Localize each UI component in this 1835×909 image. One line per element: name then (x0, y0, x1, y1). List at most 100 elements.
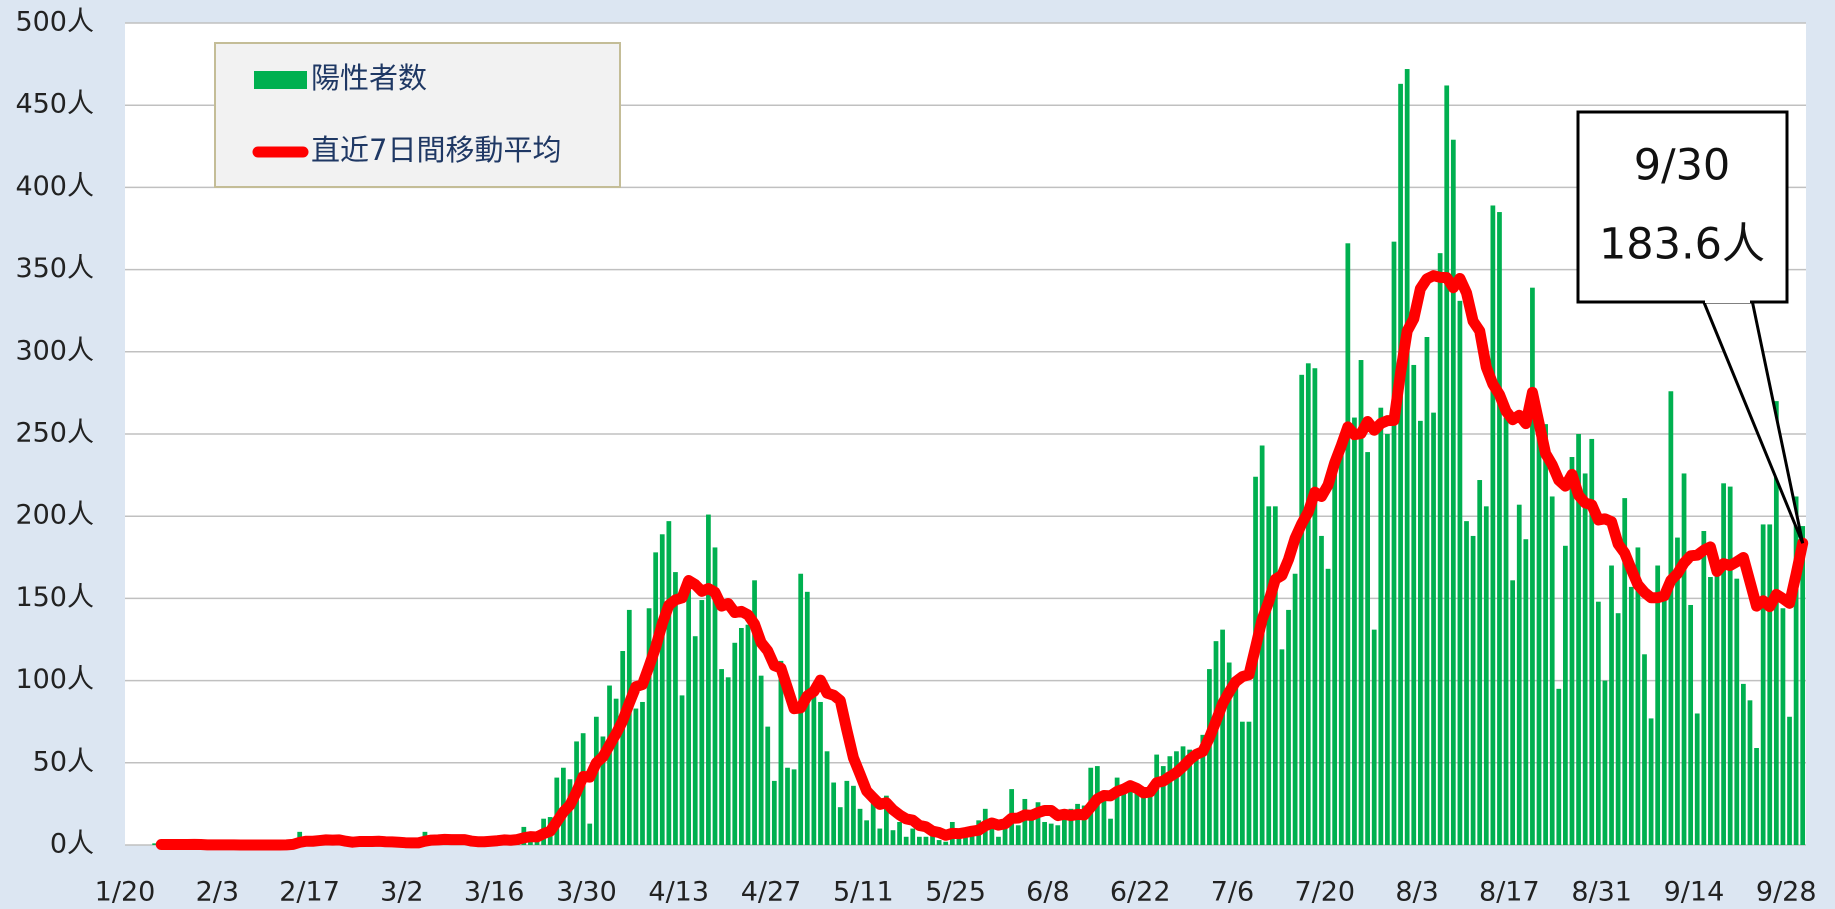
bar (706, 514, 711, 845)
bar (1378, 407, 1384, 845)
x-tick-label: 8/17 (1479, 877, 1540, 908)
callout-value: 183.6人 (1599, 220, 1765, 270)
bar (910, 828, 916, 845)
bar (1510, 580, 1516, 845)
bar (1609, 565, 1614, 845)
bar (1516, 504, 1522, 845)
bar (1549, 496, 1555, 845)
bar (936, 840, 942, 845)
bar (811, 695, 817, 845)
bar (1358, 360, 1364, 845)
bar (1365, 452, 1370, 845)
bar (1180, 746, 1186, 845)
bar (1714, 562, 1720, 845)
bar (593, 716, 599, 845)
x-tick-label: 7/20 (1294, 877, 1355, 908)
bar (1075, 803, 1080, 845)
y-tick-label: 200人 (15, 500, 94, 531)
bar (1391, 241, 1397, 846)
bar (1582, 473, 1588, 845)
x-tick-label: 3/16 (464, 877, 525, 908)
bar (1213, 641, 1219, 845)
bar (646, 608, 652, 845)
bar (1312, 368, 1318, 845)
bar (1141, 797, 1146, 845)
bar (1286, 609, 1291, 845)
x-tick-label: 9/14 (1664, 877, 1725, 908)
bar (791, 769, 797, 845)
bar (1767, 524, 1773, 845)
y-tick-label: 250人 (15, 418, 94, 449)
bar (626, 609, 632, 845)
bar (1187, 749, 1193, 845)
bar (1615, 613, 1621, 845)
bar (1305, 363, 1311, 845)
bar (1081, 805, 1087, 845)
bar (1147, 794, 1153, 845)
bar (1497, 212, 1502, 845)
bar (1655, 565, 1661, 845)
bar (1417, 420, 1423, 845)
bar (1220, 629, 1225, 845)
bar (1708, 577, 1713, 845)
bar (1569, 457, 1575, 845)
y-tick-label: 400人 (15, 171, 94, 202)
bar (785, 767, 790, 845)
bar (1543, 424, 1548, 845)
bar (633, 708, 639, 845)
bar (1411, 364, 1417, 845)
moving-average-line (155, 270, 1809, 851)
bar (1233, 677, 1239, 845)
bar (1127, 780, 1133, 845)
bar (864, 820, 869, 845)
bar (1800, 526, 1806, 845)
bar (534, 841, 540, 845)
bar (1450, 139, 1456, 845)
bar (1200, 734, 1206, 845)
bar (1292, 573, 1298, 845)
x-tick-label: 7/6 (1211, 877, 1254, 908)
bar (1523, 539, 1529, 845)
bar (1404, 69, 1410, 846)
bar (1266, 506, 1272, 845)
bar (554, 777, 560, 845)
x-tick-label: 8/31 (1571, 877, 1632, 908)
bar (1477, 480, 1483, 845)
bar (870, 798, 876, 845)
bar (1635, 547, 1641, 845)
bar (640, 701, 645, 845)
x-tick-label: 9/28 (1756, 877, 1817, 908)
bar (765, 726, 771, 845)
bar (659, 534, 665, 845)
bar (1398, 83, 1403, 845)
bar (613, 698, 619, 845)
bar (1345, 243, 1351, 845)
bar (1563, 545, 1568, 845)
y-tick-label: 0人 (50, 829, 94, 860)
bar (837, 807, 843, 845)
bar (1754, 748, 1759, 845)
bar (989, 821, 995, 845)
bar (1022, 798, 1028, 845)
bar (1741, 683, 1746, 845)
bar (1385, 434, 1390, 845)
bar (699, 600, 705, 845)
y-tick-label: 500人 (15, 7, 94, 38)
legend-label: 陽性者数 (311, 61, 427, 95)
bar (897, 821, 902, 845)
x-tick-label: 3/30 (556, 877, 617, 908)
bar (778, 660, 784, 845)
bar (1483, 506, 1489, 845)
bar (884, 795, 889, 845)
bar (1062, 815, 1067, 845)
bar (1681, 473, 1687, 845)
bar (1642, 654, 1647, 845)
y-tick-label: 150人 (15, 582, 94, 613)
bar (620, 651, 626, 845)
bar (1068, 808, 1074, 845)
bar (719, 669, 724, 845)
bar (1108, 818, 1113, 845)
bar (1226, 662, 1232, 845)
bar (732, 642, 738, 845)
